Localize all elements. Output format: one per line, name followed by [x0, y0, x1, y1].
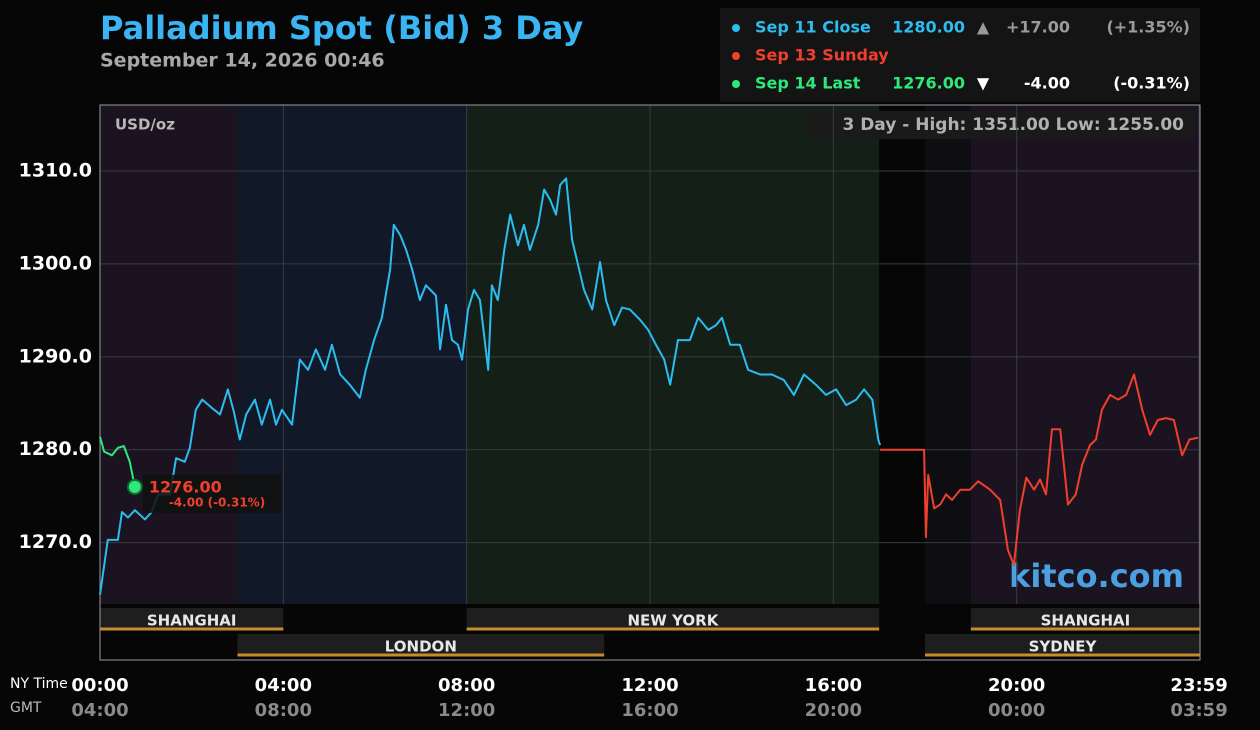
y-tick-label: 1270.0: [19, 531, 92, 553]
x-tick-label: 16:00: [805, 675, 862, 696]
y-tick-label: 1290.0: [19, 345, 92, 367]
unit-label: USD/oz: [115, 116, 175, 134]
x-tick-label: 00:00: [71, 675, 128, 696]
session-bar: [100, 608, 284, 630]
session-label: SYDNEY: [1029, 638, 1098, 656]
watermark: kitco.com: [1009, 557, 1184, 595]
x-tick-label-gmt: 00:00: [988, 700, 1045, 721]
x-tick-label-gmt: 20:00: [805, 700, 862, 721]
x-tick-label-gmt: 12:00: [438, 700, 495, 721]
x-tick-label-gmt: 16:00: [621, 700, 678, 721]
legend-label: Sep 14 Last: [755, 74, 861, 93]
legend-label: Sep 11 Close: [755, 18, 871, 37]
session-bar: [237, 634, 605, 656]
legend-box: [720, 8, 1200, 102]
x-axis-label-gmt: GMT: [10, 700, 42, 716]
legend-change: +17.00: [1006, 18, 1070, 37]
session-shade: [925, 105, 971, 604]
chart-title: Palladium Spot (Bid) 3 Day: [100, 9, 583, 47]
high-low-box: [807, 111, 1195, 139]
session-shade: [100, 105, 238, 604]
price-line: [880, 373, 1199, 566]
y-tick-label: 1310.0: [19, 159, 92, 181]
session-shade: [466, 105, 880, 604]
legend-arrow: ▲: [977, 18, 990, 37]
chart-subtitle: September 14, 2026 00:46: [100, 50, 385, 72]
x-tick-label: 04:00: [255, 675, 312, 696]
session-label: LONDON: [385, 638, 457, 656]
legend-percent: (-0.31%): [1113, 74, 1190, 93]
session-bar: [466, 608, 880, 630]
price-line: [99, 436, 136, 488]
x-tick-label: 20:00: [988, 675, 1045, 696]
legend-marker: [732, 24, 740, 32]
x-tick-label-gmt: 03:59: [1170, 700, 1227, 721]
x-axis-label: NY Time: [10, 676, 68, 692]
x-tick-label: 23:59: [1170, 675, 1227, 696]
legend-arrow: ▼: [977, 74, 990, 93]
annotation-box: [142, 474, 281, 513]
annotation-change: -4.00 (-0.31%): [169, 495, 265, 509]
session-bar: [970, 608, 1200, 630]
legend-change: -4.00: [1024, 74, 1070, 93]
last-point: [126, 478, 143, 495]
x-tick-label: 12:00: [621, 675, 678, 696]
y-tick-label: 1300.0: [19, 252, 92, 274]
session-shade: [970, 105, 1200, 604]
legend-price: 1276.00: [892, 74, 965, 93]
session-label: NEW YORK: [628, 612, 720, 630]
session-label: SHANGHAI: [1041, 612, 1131, 630]
high-low: 3 Day - High: 1351.00 Low: 1255.00: [842, 115, 1184, 135]
x-tick-label-gmt: 04:00: [71, 700, 128, 721]
legend-percent: (+1.35%): [1106, 18, 1190, 37]
legend-label: Sep 13 Sunday: [755, 46, 889, 65]
y-tick-label: 1280.0: [19, 438, 92, 460]
session-shade: [237, 105, 467, 604]
legend-marker: [732, 52, 740, 60]
price-line: [99, 177, 882, 595]
session-bar: [925, 634, 1200, 656]
legend-marker: [732, 80, 740, 88]
annotation-price: 1276.00: [149, 477, 222, 496]
x-tick-label-gmt: 08:00: [255, 700, 312, 721]
plot-background: [100, 105, 1200, 604]
x-tick-label: 08:00: [438, 675, 495, 696]
session-label: SHANGHAI: [147, 612, 237, 630]
legend-price: 1280.00: [892, 18, 965, 37]
plot-frame: [99, 104, 1201, 661]
